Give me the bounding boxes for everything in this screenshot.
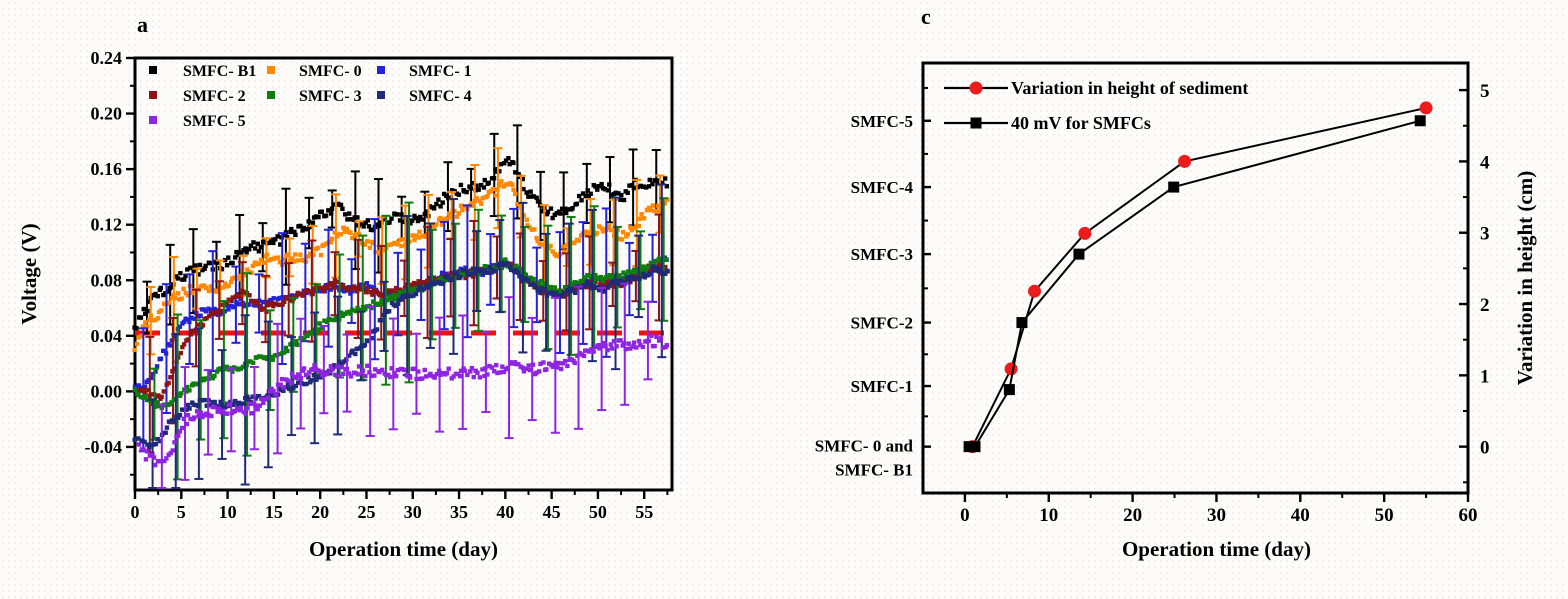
x-tick-label: 5: [177, 502, 186, 522]
legend-marker: [969, 81, 983, 95]
legend-label: SMFC- 3: [299, 88, 362, 105]
legend-label: Variation in height of sediment: [1011, 78, 1248, 98]
y-tick-label: 0.24: [91, 48, 123, 68]
legend-marker: [377, 91, 385, 99]
x-tick-label: 60: [1459, 505, 1478, 526]
x-tick-label: 0: [960, 505, 970, 526]
series-smfc-5: [136, 282, 670, 489]
y-tick-label: 0.12: [91, 215, 123, 235]
legend-label: SMFC- 4: [409, 88, 472, 105]
x-tick-label: 50: [1375, 505, 1394, 526]
x-tick-label: 30: [1207, 505, 1226, 526]
panel-a: 0.24 0.20 0.16 0.12 0.08 0.04 0.00 -0.04 0 5 10 15 2…: [17, 48, 674, 561]
category-label: SMFC- B1: [835, 461, 913, 480]
legend-label: SMFC- 1: [409, 63, 472, 80]
x-tick-label: 25: [357, 502, 375, 522]
legend-marker: [970, 117, 982, 129]
category-label: SMFC-2: [851, 314, 913, 333]
series-height-variation: [965, 101, 1433, 454]
panel-a-y-title: Voltage (V): [17, 223, 41, 324]
y-tick-label: 0.16: [91, 159, 123, 179]
right-tick-label: 1: [1480, 366, 1490, 387]
series-smfc-b1: [132, 124, 670, 335]
legend-label: SMFC- 5: [183, 113, 246, 130]
right-tick-label: 3: [1480, 224, 1490, 245]
legend-marker: [149, 91, 157, 99]
x-tick-label: 10: [1039, 505, 1058, 526]
panel-a-frame: [133, 56, 674, 492]
y-tick-label: 0.04: [91, 326, 123, 346]
legend-marker: [377, 66, 385, 74]
right-tick-label: 2: [1480, 295, 1490, 316]
x-tick-label: 55: [635, 502, 653, 522]
panel-c-right-axis: 0 1 2 3 4 5: [1459, 81, 1490, 484]
x-tick-label: 20: [1123, 505, 1142, 526]
series-40mv-threshold: [963, 115, 1426, 453]
y-tick-label: 0.20: [91, 104, 123, 124]
x-tick-label: 10: [219, 502, 237, 522]
panel-a-x-title: Operation time (day): [309, 537, 498, 561]
x-tick-label: 40: [496, 502, 514, 522]
right-tick-label: 4: [1480, 152, 1490, 173]
legend-label: SMFC- 2: [183, 88, 246, 105]
right-tick-label: 5: [1480, 81, 1490, 102]
x-tick-label: 20: [311, 502, 329, 522]
panel-a-y-axis: 0.24 0.20 0.16 0.12 0.08 0.04 0.00 -0.04: [85, 48, 135, 476]
category-label: SMFC- 0 and: [815, 437, 914, 456]
panel-a-x-axis: 0 5 10 15 20 25 30 35 40 45 50 55: [131, 490, 669, 522]
y-tick-label: 0.08: [91, 270, 123, 290]
category-label: SMFC-4: [851, 178, 914, 197]
x-tick-label: 15: [265, 502, 283, 522]
x-tick-label: 35: [450, 502, 468, 522]
legend-marker: [267, 66, 275, 74]
category-label: SMFC-1: [851, 377, 913, 396]
legend-marker: [267, 91, 275, 99]
x-tick-label: 50: [589, 502, 607, 522]
panel-c-x-axis: 0 10 20 30 40 50 60: [960, 493, 1478, 526]
x-tick-label: 30: [404, 502, 422, 522]
panel-c-legend: Variation in height of sediment 40 mV for…: [944, 78, 1248, 133]
legend-label: SMFC- 0: [299, 63, 362, 80]
panel-a-legend: SMFC- B1 SMFC- 0 SMFC- 1 SMFC- 2 SMFC- 3 SMFC…: [149, 63, 472, 130]
panel-a-label: a: [137, 12, 148, 37]
panel-c-label: c: [921, 4, 931, 29]
y-tick-label: 0.00: [91, 381, 123, 401]
category-label: SMFC-5: [851, 112, 913, 131]
panel-c-x-title: Operation time (day): [1122, 537, 1311, 561]
panel-c-category-axis: SMFC-5 SMFC-4 SMFC-3 SMFC-2 SMFC-1 SMFC- 0 an…: [815, 86, 931, 480]
legend-label: SMFC- B1: [183, 63, 256, 80]
panel-c-frame: [921, 61, 1470, 495]
legend-marker: [149, 66, 157, 74]
x-tick-label: 45: [543, 502, 561, 522]
legend-label: 40 mV for SMFCs: [1011, 113, 1151, 133]
x-tick-label: 0: [131, 502, 140, 522]
x-tick-label: 40: [1291, 505, 1310, 526]
panel-c-right-title: Variation in height (cm): [1513, 171, 1537, 385]
right-tick-label: 0: [1480, 438, 1490, 459]
legend-marker: [149, 116, 157, 124]
y-tick-label: -0.04: [85, 437, 123, 457]
category-label: SMFC-3: [851, 245, 913, 264]
